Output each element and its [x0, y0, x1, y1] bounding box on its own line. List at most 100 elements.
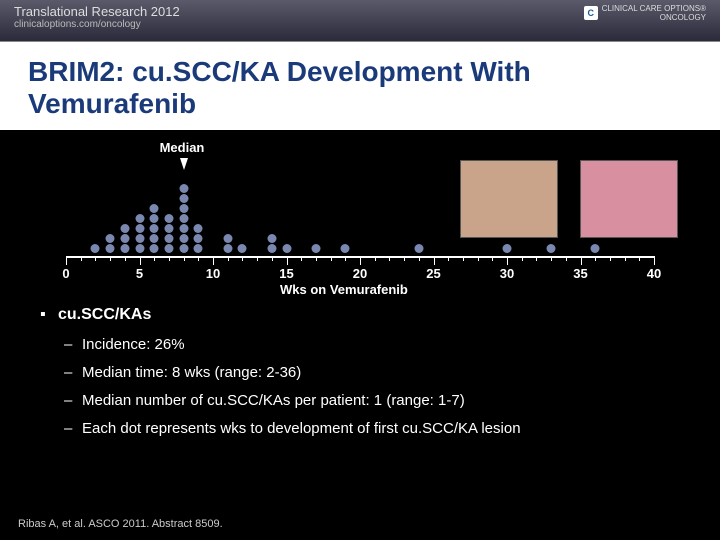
minor-tick — [448, 256, 449, 261]
minor-tick — [492, 256, 493, 261]
minor-tick — [242, 256, 243, 261]
minor-tick — [154, 256, 155, 261]
data-dot — [164, 214, 173, 223]
brand-text: CLINICAL CARE OPTIONS® ONCOLOGY — [602, 4, 706, 22]
tick-label: 15 — [279, 266, 293, 281]
minor-tick — [522, 256, 523, 261]
major-tick — [360, 256, 361, 265]
data-dot — [194, 224, 203, 233]
data-dot — [150, 224, 159, 233]
minor-tick — [228, 256, 229, 261]
major-tick — [213, 256, 214, 265]
minor-tick — [110, 256, 111, 261]
header-title: Translational Research 2012 — [14, 4, 180, 19]
data-dot — [135, 234, 144, 243]
minor-tick — [419, 256, 420, 261]
major-tick — [507, 256, 508, 265]
minor-tick — [95, 256, 96, 261]
minor-tick — [478, 256, 479, 261]
minor-tick — [639, 256, 640, 261]
major-tick — [66, 256, 67, 265]
data-dot — [179, 214, 188, 223]
data-dot — [135, 244, 144, 253]
tick-label: 30 — [500, 266, 514, 281]
major-tick — [581, 256, 582, 265]
minor-tick — [566, 256, 567, 261]
minor-tick — [536, 256, 537, 261]
data-dot — [179, 234, 188, 243]
clinical-image-1 — [460, 160, 558, 238]
data-dot — [135, 214, 144, 223]
data-dot — [267, 244, 276, 253]
data-dot — [106, 244, 115, 253]
data-dot — [179, 194, 188, 203]
median-label: Median — [160, 140, 205, 155]
bullet-sub: Each dot represents wks to development o… — [82, 420, 696, 437]
minor-tick — [331, 256, 332, 261]
x-axis-label: Wks on Vemurafenib — [280, 282, 408, 297]
minor-tick — [625, 256, 626, 261]
data-dot — [238, 244, 247, 253]
major-tick — [287, 256, 288, 265]
minor-tick — [463, 256, 464, 261]
header-brand: C CLINICAL CARE OPTIONS® ONCOLOGY — [584, 4, 706, 22]
major-tick — [654, 256, 655, 265]
tick-label: 0 — [62, 266, 69, 281]
tick-label: 20 — [353, 266, 367, 281]
minor-tick — [610, 256, 611, 261]
minor-tick — [198, 256, 199, 261]
dot-chart: Median0510152025303540Wks on Vemurafenib — [60, 140, 660, 300]
header-bar: Translational Research 2012 clinicalopti… — [0, 0, 720, 42]
slide: Translational Research 2012 clinicalopti… — [0, 0, 720, 540]
data-dot — [194, 234, 203, 243]
data-dot — [341, 244, 350, 253]
minor-tick — [316, 256, 317, 261]
citation: Ribas A, et al. ASCO 2011. Abstract 8509… — [18, 518, 223, 530]
data-dot — [194, 244, 203, 253]
data-dot — [91, 244, 100, 253]
data-dot — [120, 244, 129, 253]
data-dot — [106, 234, 115, 243]
major-tick — [140, 256, 141, 265]
data-dot — [179, 244, 188, 253]
data-dot — [223, 234, 232, 243]
main-title: BRIM2: cu.SCC/KA Development With Vemura… — [28, 56, 692, 120]
minor-tick — [389, 256, 390, 261]
data-dot — [179, 224, 188, 233]
minor-tick — [595, 256, 596, 261]
title-area: BRIM2: cu.SCC/KA Development With Vemura… — [0, 42, 720, 130]
data-dot — [267, 234, 276, 243]
brand-logo-icon: C — [584, 6, 598, 20]
data-dot — [150, 234, 159, 243]
data-dot — [164, 244, 173, 253]
data-dot — [547, 244, 556, 253]
data-dot — [223, 244, 232, 253]
minor-tick — [125, 256, 126, 261]
median-arrow-icon — [180, 158, 188, 170]
bullet-sub: Median time: 8 wks (range: 2-36) — [82, 364, 696, 381]
minor-tick — [272, 256, 273, 261]
clinical-image-2 — [580, 160, 678, 238]
data-dot — [179, 204, 188, 213]
tick-label: 35 — [573, 266, 587, 281]
data-dot — [503, 244, 512, 253]
bullet-list: cu.SCC/KAs Incidence: 26% Median time: 8… — [24, 306, 696, 437]
data-dot — [150, 204, 159, 213]
minor-tick — [184, 256, 185, 261]
header-left: Translational Research 2012 clinicalopti… — [14, 4, 180, 30]
minor-tick — [169, 256, 170, 261]
bullet-sub: Median number of cu.SCC/KAs per patient:… — [82, 392, 696, 409]
data-dot — [591, 244, 600, 253]
tick-label: 25 — [426, 266, 440, 281]
data-dot — [282, 244, 291, 253]
data-dot — [120, 224, 129, 233]
tick-label: 40 — [647, 266, 661, 281]
minor-tick — [345, 256, 346, 261]
minor-tick — [404, 256, 405, 261]
data-dot — [135, 224, 144, 233]
data-dot — [414, 244, 423, 253]
data-dot — [164, 224, 173, 233]
tick-label: 10 — [206, 266, 220, 281]
data-dot — [150, 244, 159, 253]
minor-tick — [301, 256, 302, 261]
